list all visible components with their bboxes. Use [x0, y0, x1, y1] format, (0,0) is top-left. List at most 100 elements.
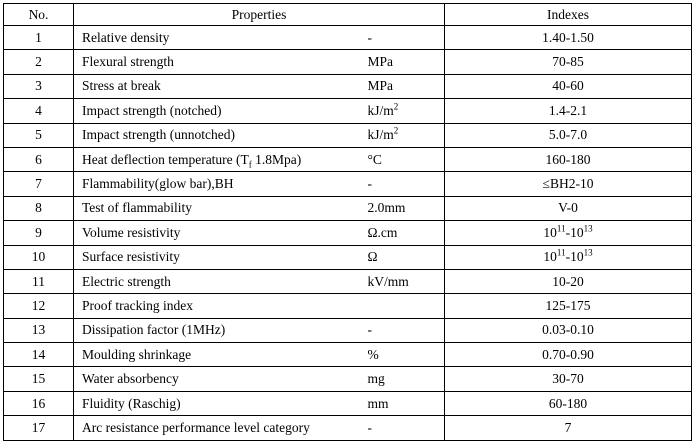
row-number-cell: 3 [3, 73, 74, 100]
row-number-cell: 17 [3, 415, 74, 441]
table-row: 14 Moulding shrinkage% 0.70-0.90 [3, 342, 692, 368]
header-cell: Properties [73, 3, 445, 26]
table-row: 16 Fluidity (Raschig) mm 60-180 [3, 390, 692, 417]
property-cell: Flammability(glow bar),BH [73, 171, 356, 197]
table-row: 12 Proof tracking index 125-175 [3, 293, 692, 319]
table-body: 1 Relative density -1.40-1.50 2 Flexural str… [3, 24, 692, 441]
table-row: 4 Impact strength (notched) kJ/m2 1.4-2.1 [3, 98, 692, 124]
property-cell: Water absorbency [73, 366, 356, 392]
text-segment: 1.8Mpa) [251, 151, 302, 167]
index-value-cell: 30-70 [444, 366, 692, 392]
header-row: No. Properties Indexes [3, 3, 692, 26]
property-cell: Moulding shrinkage [73, 342, 356, 368]
text-segment: kJ/m [367, 127, 394, 143]
property-cell: Electric strength [73, 268, 356, 295]
unit-cell: mm [355, 390, 445, 417]
index-value-cell: V-0 [444, 195, 692, 222]
supscript: 2 [393, 125, 399, 136]
unit-cell: Ω.cm [355, 220, 445, 246]
property-cell: Heat deflection temperature (Tf 1.8Mpa) [73, 146, 356, 173]
properties-table: No. Properties Indexes 1 Relative density… [3, 3, 692, 441]
row-number-cell: 4 [3, 98, 74, 124]
row-number-cell: 7 [3, 171, 74, 197]
index-value-cell: ≤BH2-10 [444, 171, 692, 197]
row-number-cell: 10 [3, 244, 74, 270]
table-row: 3 Stress at break MPa 40-60 [3, 73, 692, 100]
unit-cell: mg [355, 366, 445, 392]
table-row: 6 Heat deflection temperature (Tf 1.8Mpa)… [3, 146, 692, 173]
table-row: 9 Volume resistivity Ω.cm 1011-1013 [3, 220, 692, 246]
row-number-cell: 12 [3, 293, 74, 319]
unit-cell: kJ/m2 [355, 122, 445, 148]
property-cell: Arc resistance performance level categor… [73, 415, 356, 441]
header-cell: No. [3, 3, 74, 26]
table-row: 13 Dissipation factor (1MHz) -0.03-0.10 [3, 317, 692, 344]
supscript: 2 [393, 101, 399, 112]
table-row: 2 Flexural strength MPa 70-85 [3, 49, 692, 75]
property-cell: Dissipation factor (1MHz) [73, 317, 356, 344]
property-cell: Relative density [73, 24, 356, 51]
index-value-cell: 70-85 [444, 49, 692, 75]
table-row: 17 Arc resistance performance level categ… [3, 415, 692, 441]
text-segment: kJ/m [367, 102, 394, 118]
index-value-cell: 125-175 [444, 293, 692, 319]
row-number-cell: 6 [3, 146, 74, 173]
unit-cell: MPa [355, 73, 445, 100]
unit-cell: °C [355, 146, 445, 173]
index-value-cell: 0.70-0.90 [444, 342, 692, 368]
unit-cell [355, 293, 445, 319]
supscript: 13 [583, 247, 593, 258]
row-number-cell: 15 [3, 366, 74, 392]
table-row: 11 Electric strength kV/mm 10-20 [3, 268, 692, 295]
unit-cell: kV/mm [355, 268, 445, 295]
unit-cell: 2.0mm [355, 195, 445, 222]
supscript: 11 [556, 223, 566, 234]
row-number-cell: 11 [3, 268, 74, 295]
property-cell: Flexural strength [73, 49, 356, 75]
property-cell: Volume resistivity [73, 220, 356, 246]
supscript: 13 [583, 223, 593, 234]
index-value-cell: 1.4-2.1 [444, 98, 692, 124]
property-cell: Impact strength (notched) [73, 98, 356, 124]
index-value-cell: 1.40-1.50 [444, 24, 692, 51]
index-value-cell: 10-20 [444, 268, 692, 295]
text-segment: -10 [565, 249, 584, 265]
property-cell: Stress at break [73, 73, 356, 100]
text-segment: 10 [543, 224, 557, 240]
table-row: 1 Relative density -1.40-1.50 [3, 24, 692, 51]
row-number-cell: 9 [3, 220, 74, 246]
property-cell: Proof tracking index [73, 293, 356, 319]
unit-cell: % [355, 342, 445, 368]
property-cell: Fluidity (Raschig) [73, 390, 356, 417]
row-number-cell: 8 [3, 195, 74, 222]
unit-cell: - [355, 415, 445, 441]
unit-cell: - [355, 171, 445, 197]
row-number-cell: 5 [3, 122, 74, 148]
text-segment: 10 [543, 249, 557, 265]
index-value-cell: 40-60 [444, 73, 692, 100]
supscript: 11 [556, 247, 566, 258]
table-row: 7 Flammability(glow bar),BH - ≤BH2-10 [3, 171, 692, 197]
table-row: 10 Surface resistivity Ω 1011-1013 [3, 244, 692, 270]
row-number-cell: 13 [3, 317, 74, 344]
text-segment: -10 [565, 224, 584, 240]
index-value-cell: 1011-1013 [444, 244, 692, 270]
subscript: f [248, 159, 252, 170]
text-segment: Heat deflection temperature (T [82, 151, 249, 167]
index-value-cell: 7 [444, 415, 692, 441]
row-number-cell: 2 [3, 49, 74, 75]
unit-cell: - [355, 24, 445, 51]
unit-cell: - [355, 317, 445, 344]
table-row: 15 Water absorbency mg 30-70 [3, 366, 692, 392]
index-value-cell: 1011-1013 [444, 220, 692, 246]
index-value-cell: 5.0-7.0 [444, 122, 692, 148]
index-value-cell: 60-180 [444, 390, 692, 417]
header-cell: Indexes [444, 3, 692, 26]
unit-cell: MPa [355, 49, 445, 75]
row-number-cell: 1 [3, 24, 74, 51]
property-cell: Test of flammability [73, 195, 356, 222]
unit-cell: kJ/m2 [355, 98, 445, 124]
property-cell: Impact strength (unnotched) [73, 122, 356, 148]
unit-cell: Ω [355, 244, 445, 270]
